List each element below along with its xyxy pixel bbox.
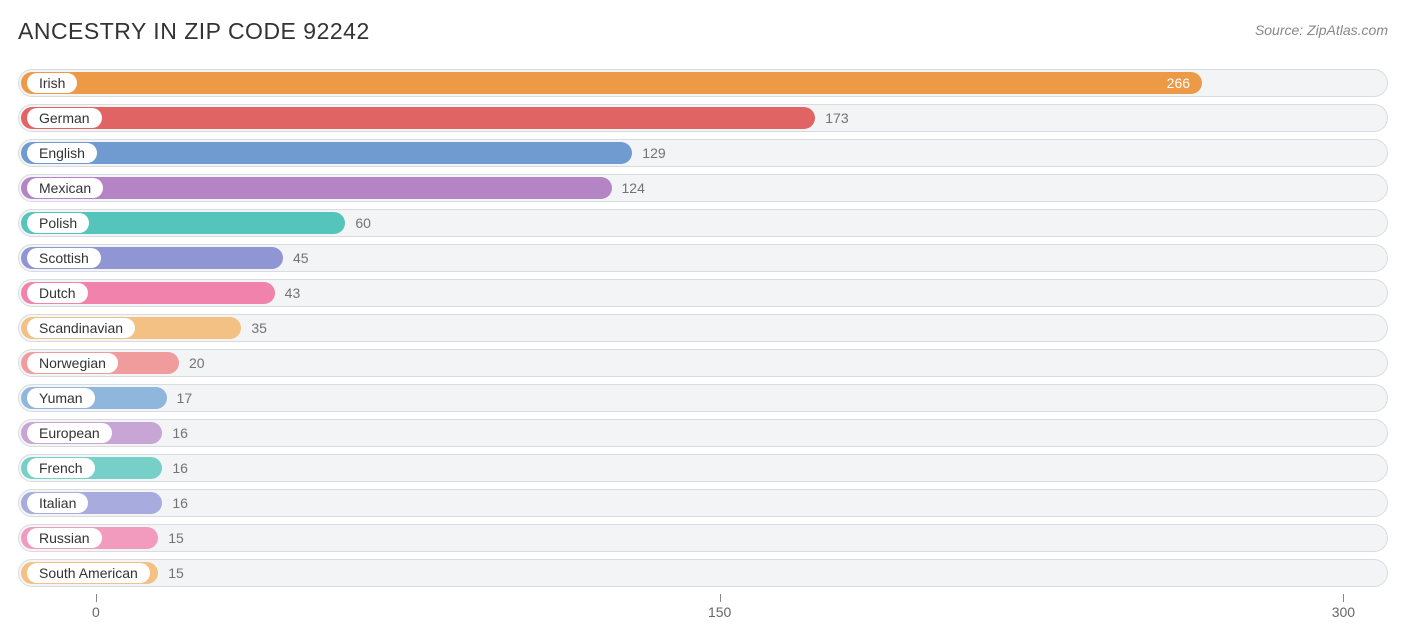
bar-row: Polish 60 (18, 209, 1388, 237)
bar-value-label: 16 (172, 425, 188, 441)
bar-value-label: 124 (622, 180, 645, 196)
bar-row: German 173 (18, 104, 1388, 132)
chart-source: Source: ZipAtlas.com (1255, 22, 1388, 38)
bar-row: Norwegian 20 (18, 349, 1388, 377)
bar-fill (21, 142, 632, 164)
bar-category-pill: Polish (27, 213, 89, 233)
bar-row: Russian 15 (18, 524, 1388, 552)
bar-value-label: 129 (642, 145, 665, 161)
bar-category-pill: English (27, 143, 97, 163)
bar-track (18, 489, 1388, 517)
bar-track (18, 419, 1388, 447)
chart-title: ANCESTRY IN ZIP CODE 92242 (18, 18, 370, 45)
axis-tick-label: 0 (92, 604, 100, 620)
bar-row: South American 15 (18, 559, 1388, 587)
bar-value-label: 35 (251, 320, 267, 336)
bar-row: English 129 (18, 139, 1388, 167)
bar-category-pill: Scandinavian (27, 318, 135, 338)
bar-category-pill: South American (27, 563, 150, 583)
bar-category-pill: Italian (27, 493, 88, 513)
bar-category-pill: Scottish (27, 248, 101, 268)
axis-tick (96, 594, 97, 602)
bar-value-label: 173 (825, 110, 848, 126)
bar-row: French 16 (18, 454, 1388, 482)
chart-header: ANCESTRY IN ZIP CODE 92242 Source: ZipAt… (18, 18, 1388, 45)
bar-row: Yuman 17 (18, 384, 1388, 412)
bar-row: European 16 (18, 419, 1388, 447)
bar-category-pill: European (27, 423, 112, 443)
bar-category-pill: German (27, 108, 102, 128)
bar-row: Irish 266 (18, 69, 1388, 97)
bar-value-label: 16 (172, 495, 188, 511)
bar-category-pill: Yuman (27, 388, 95, 408)
bar-value-label: 43 (285, 285, 301, 301)
bar-track (18, 384, 1388, 412)
bar-category-pill: Russian (27, 528, 102, 548)
bar-fill (21, 72, 1202, 94)
bar-value-label: 60 (355, 215, 371, 231)
bar-fill (21, 177, 612, 199)
axis-tick (720, 594, 721, 602)
bar-track (18, 454, 1388, 482)
bar-value-label: 20 (189, 355, 205, 371)
bar-value-label: 15 (168, 530, 184, 546)
bar-row: Italian 16 (18, 489, 1388, 517)
axis-tick-label: 150 (708, 604, 731, 620)
bar-track (18, 349, 1388, 377)
bar-track (18, 559, 1388, 587)
bar-category-pill: Dutch (27, 283, 88, 303)
bar-row: Scandinavian 35 (18, 314, 1388, 342)
bar-fill (21, 107, 815, 129)
axis-tick (1343, 594, 1344, 602)
bar-value-label: 15 (168, 565, 184, 581)
bar-value-label: 45 (293, 250, 309, 266)
bar-track (18, 524, 1388, 552)
bar-value-label: 17 (177, 390, 193, 406)
bar-category-pill: French (27, 458, 95, 478)
x-axis: 0 150 300 (18, 594, 1388, 624)
axis-tick-label: 300 (1332, 604, 1355, 620)
bar-category-pill: Mexican (27, 178, 103, 198)
bar-row: Scottish 45 (18, 244, 1388, 272)
bar-value-label: 266 (1167, 75, 1190, 91)
chart-area: Irish 266 German 173 English 129 Mexican 124 Pol… (18, 69, 1388, 587)
bar-category-pill: Irish (27, 73, 77, 93)
bar-category-pill: Norwegian (27, 353, 118, 373)
bar-value-label: 16 (172, 460, 188, 476)
bar-row: Mexican 124 (18, 174, 1388, 202)
bar-row: Dutch 43 (18, 279, 1388, 307)
